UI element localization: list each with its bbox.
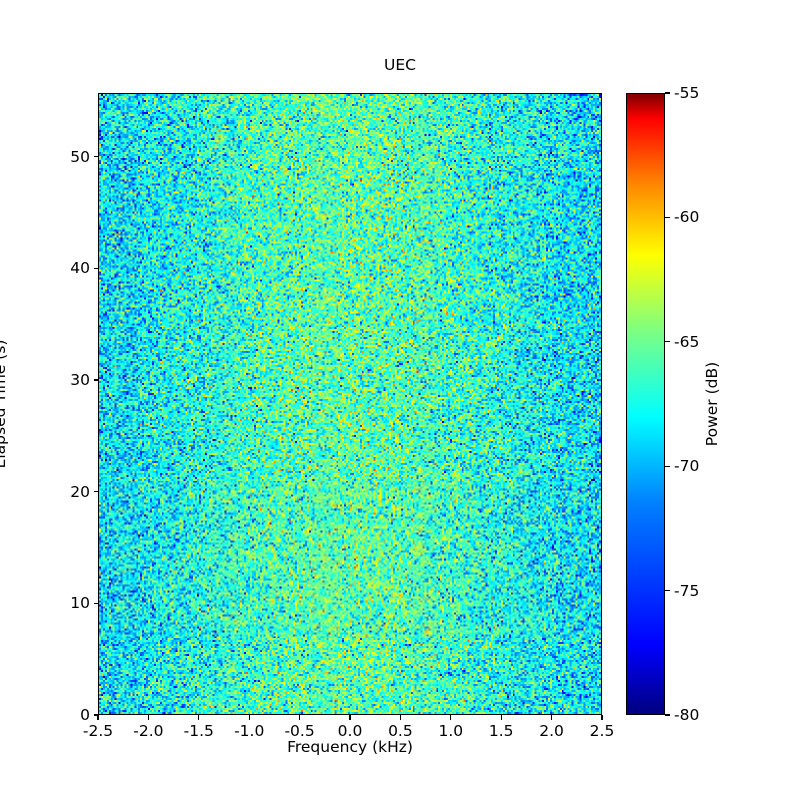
x-axis-tick-label: 2.0	[539, 722, 564, 740]
colorbar-tick-mark	[665, 341, 670, 343]
x-axis-tick-label: 0.5	[388, 722, 413, 740]
x-axis-tick-label: 0.0	[337, 722, 363, 740]
x-axis-tick-mark	[248, 715, 250, 720]
x-axis-tick-mark	[399, 715, 402, 720]
spectrogram-plot-area	[98, 93, 602, 715]
x-axis-tick-label: -2.5	[82, 722, 114, 740]
x-axis-tick-mark	[601, 715, 603, 720]
y-axis-tick-mark	[93, 267, 98, 269]
colorbar-tick-mark	[665, 216, 670, 219]
colorbar-tick-label: -60	[674, 208, 700, 227]
colorbar-tick-mark	[665, 465, 670, 467]
colorbar	[626, 93, 665, 715]
x-axis-tick-label: 1.5	[488, 722, 514, 740]
x-axis-tick-mark	[298, 715, 301, 720]
page-title: UEC	[384, 56, 416, 75]
spectrogram-image	[99, 94, 601, 714]
y-axis-tick-mark	[93, 379, 98, 381]
colorbar-axis-label: Power (dB)	[703, 361, 721, 447]
colorbar-tick-label: -75	[674, 581, 700, 600]
colorbar-tick-label: -80	[674, 706, 700, 724]
y-axis-tick-label: 10	[70, 594, 90, 613]
x-axis-tick-label: -0.5	[284, 722, 315, 740]
colorbar-tick-mark	[665, 92, 670, 94]
x-axis-label: Frequency (kHz)	[287, 738, 413, 756]
x-axis-tick-mark	[550, 715, 553, 720]
y-axis-tick-mark	[93, 714, 98, 716]
x-axis-tick-mark	[450, 715, 452, 720]
y-axis-tick-label: 40	[70, 259, 90, 278]
x-axis-tick-label: 2.5	[589, 722, 615, 740]
x-axis-tick-label: -2.0	[133, 722, 164, 740]
y-axis-tick-mark	[93, 602, 98, 604]
y-axis-tick-label: 0	[80, 706, 90, 724]
colorbar-tick-mark	[665, 714, 670, 716]
y-axis-tick-label: 20	[70, 482, 90, 501]
x-axis-tick-mark	[500, 715, 502, 720]
x-axis-tick-label: -1.5	[183, 722, 214, 740]
x-axis-tick-mark	[349, 715, 351, 720]
colorbar-tick-label: -55	[674, 84, 700, 102]
y-axis-tick-mark	[93, 491, 98, 493]
y-axis-label: Elapsed Time (s)	[0, 339, 9, 469]
x-axis-tick-label: 1.0	[438, 722, 464, 740]
colorbar-gradient	[627, 94, 664, 714]
x-axis-tick-mark	[147, 715, 150, 720]
y-axis-tick-label: 50	[70, 147, 90, 166]
x-axis-tick-mark	[198, 715, 200, 720]
x-axis-tick-label: -1.0	[234, 722, 265, 740]
colorbar-tick-mark	[665, 589, 670, 592]
colorbar-tick-label: -65	[674, 332, 700, 351]
y-axis-tick-mark	[93, 156, 98, 158]
y-axis-tick-label: 30	[70, 370, 90, 389]
x-axis-tick-mark	[97, 715, 99, 720]
colorbar-tick-label: -70	[674, 457, 700, 476]
